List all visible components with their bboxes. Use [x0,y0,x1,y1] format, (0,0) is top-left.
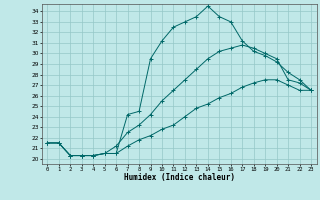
X-axis label: Humidex (Indice chaleur): Humidex (Indice chaleur) [124,173,235,182]
